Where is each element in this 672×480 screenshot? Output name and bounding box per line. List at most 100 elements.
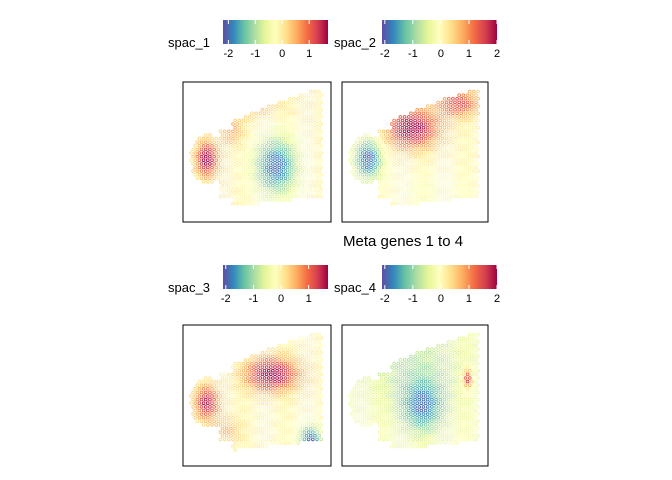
tissue-spot: [264, 151, 269, 155]
tissue-spot: [377, 143, 382, 148]
tissue-spot: [409, 190, 413, 195]
tissue-spot: [262, 147, 267, 152]
tissue-spot: [383, 405, 388, 409]
tissue-spot: [224, 176, 229, 181]
tissue-spot: [457, 165, 462, 170]
tissue-spot: [308, 405, 313, 409]
tissue-spot: [367, 376, 371, 380]
tissue-spot: [356, 165, 361, 170]
tissue-spot: [224, 154, 229, 159]
tissue-spot: [385, 386, 390, 391]
tissue-spot: [218, 386, 223, 391]
tissue-spot: [271, 154, 275, 159]
tissue-spot: [400, 140, 405, 144]
tissue-spot: [197, 379, 202, 384]
tissue-spot: [258, 183, 263, 188]
tissue-spot: [444, 136, 449, 141]
tissue-spot: [379, 383, 384, 388]
tissue-spot: [279, 190, 284, 195]
tissue-spot: [434, 405, 438, 409]
tissue-spot: [367, 169, 371, 173]
tissue-spot: [212, 419, 216, 424]
tissue-spot: [277, 158, 282, 162]
tissue-spot: [189, 394, 193, 398]
tissue-spot: [396, 125, 401, 130]
tissue-spot: [463, 118, 468, 123]
tissue-spot: [467, 412, 472, 416]
tissue-spot: [233, 390, 237, 395]
panel-spac-4: spac_4 -2 -1 0 1 2: [334, 265, 500, 467]
tissue-spot: [315, 408, 319, 413]
tissue-spot: [254, 397, 258, 402]
tissue-spot: [465, 401, 470, 406]
tissue-spot: [313, 354, 317, 359]
tissue-spot: [306, 194, 311, 199]
tissue-spot: [279, 441, 284, 445]
tissue-spot: [411, 201, 415, 206]
tissue-spot: [205, 401, 210, 406]
tissue-spot: [440, 394, 445, 398]
tissue-spot: [417, 190, 422, 195]
tissue-spot: [313, 154, 317, 159]
tissue-spot: [191, 412, 195, 416]
tissue-spot: [444, 350, 449, 355]
tissue-spot: [262, 125, 267, 130]
tissue-spot: [398, 122, 403, 126]
tissue-spot: [434, 147, 438, 152]
tissue-spot: [197, 386, 202, 391]
tissue-spot: [427, 180, 432, 184]
tissue-spot: [302, 100, 307, 105]
tissue-spot: [392, 176, 396, 181]
tissue-spot: [404, 426, 409, 431]
tissue-spot: [381, 194, 386, 199]
tissue-spot: [315, 401, 319, 406]
tissue-spot: [459, 397, 464, 402]
tissue-spot: [266, 347, 271, 351]
tissue-spot: [463, 162, 468, 166]
tissue-spot: [369, 136, 373, 141]
tissue-spot: [419, 415, 424, 420]
tissue-spot: [381, 180, 386, 184]
tissue-spot: [400, 147, 405, 152]
tissue-spot: [474, 437, 478, 442]
tissue-spot: [224, 190, 229, 195]
tissue-spot: [451, 169, 455, 173]
tissue-spot: [205, 180, 210, 184]
tissue-spot: [461, 415, 466, 420]
tissue-spot: [476, 383, 480, 388]
tissue-spot: [287, 405, 292, 409]
tissue-spot: [231, 136, 235, 141]
tissue-spot: [319, 122, 324, 126]
tissue-spot: [402, 165, 407, 170]
tissue-spot: [467, 140, 472, 144]
tissue-spot: [281, 401, 286, 406]
tissue-spot: [427, 143, 432, 148]
tissue-spot: [434, 390, 438, 395]
tissue-spot: [294, 165, 298, 170]
tissue-spot: [461, 115, 466, 119]
tissue-spot: [400, 412, 405, 416]
tissue-spot: [231, 430, 235, 434]
tissue-spot: [467, 97, 472, 101]
tissue-spot: [406, 372, 411, 377]
tissue-spot: [315, 379, 319, 384]
tissue-spot: [427, 115, 432, 119]
tissue-spot: [313, 433, 317, 438]
tissue-spot: [300, 147, 305, 152]
tissue-spot: [438, 133, 443, 137]
tissue-spot: [310, 365, 315, 369]
tissue-spot: [310, 122, 315, 126]
tissue-spot: [427, 430, 432, 434]
tissue-spot: [421, 383, 426, 388]
tissue-spot: [212, 140, 216, 144]
tissue-spot: [461, 136, 466, 141]
tissue-spot: [222, 379, 227, 384]
tissue-spot: [388, 419, 392, 424]
tissue-spot: [258, 426, 263, 431]
tissue-spot: [247, 444, 252, 449]
tissue-spot: [310, 343, 315, 348]
tissue-spot: [430, 169, 434, 173]
tissue-spot: [239, 401, 244, 406]
tissue-spot: [285, 372, 290, 377]
tissue-spot: [448, 122, 453, 126]
